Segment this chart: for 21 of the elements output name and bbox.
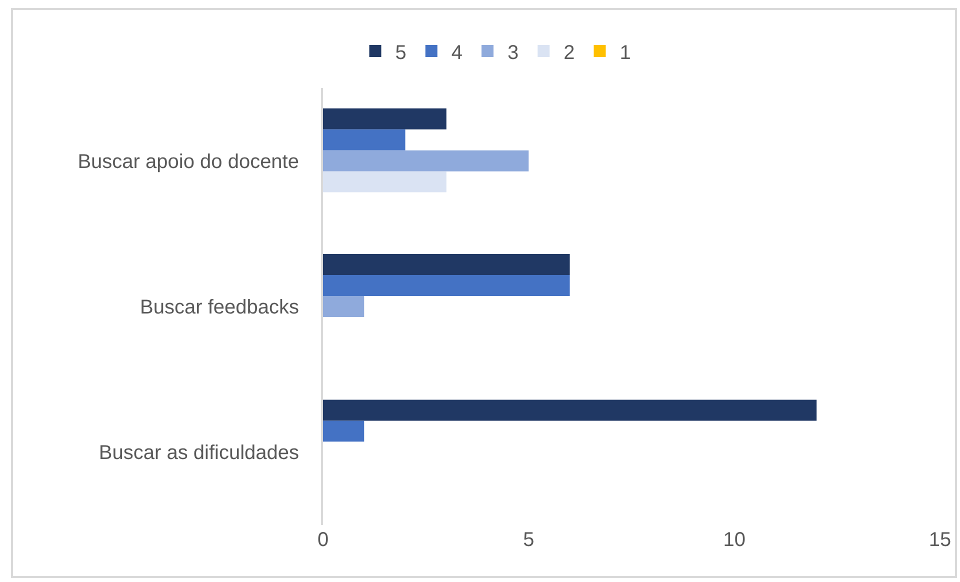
y-tick-label: Buscar as dificuldades	[98, 442, 299, 464]
bar	[323, 150, 529, 172]
bar	[323, 108, 446, 130]
x-tick-label: 15	[928, 529, 952, 551]
bar	[323, 171, 446, 192]
bar	[323, 296, 364, 317]
legend-label: 3	[508, 42, 519, 64]
bar	[323, 420, 364, 442]
legend-label: 1	[620, 42, 631, 64]
y-tick-label: Buscar feedbacks	[140, 296, 299, 318]
bar	[323, 400, 817, 421]
x-tick-label: 10	[723, 529, 746, 551]
bar	[323, 254, 570, 276]
legend-label: 5	[395, 42, 406, 64]
x-tick-label: 0	[317, 529, 329, 551]
x-tick-label: 5	[523, 529, 534, 551]
legend-label: 2	[564, 42, 575, 64]
bar	[323, 129, 406, 150]
legend-label: 4	[451, 42, 463, 64]
y-tick-label: Buscar apoio do docente	[78, 150, 299, 173]
bar	[323, 275, 570, 296]
